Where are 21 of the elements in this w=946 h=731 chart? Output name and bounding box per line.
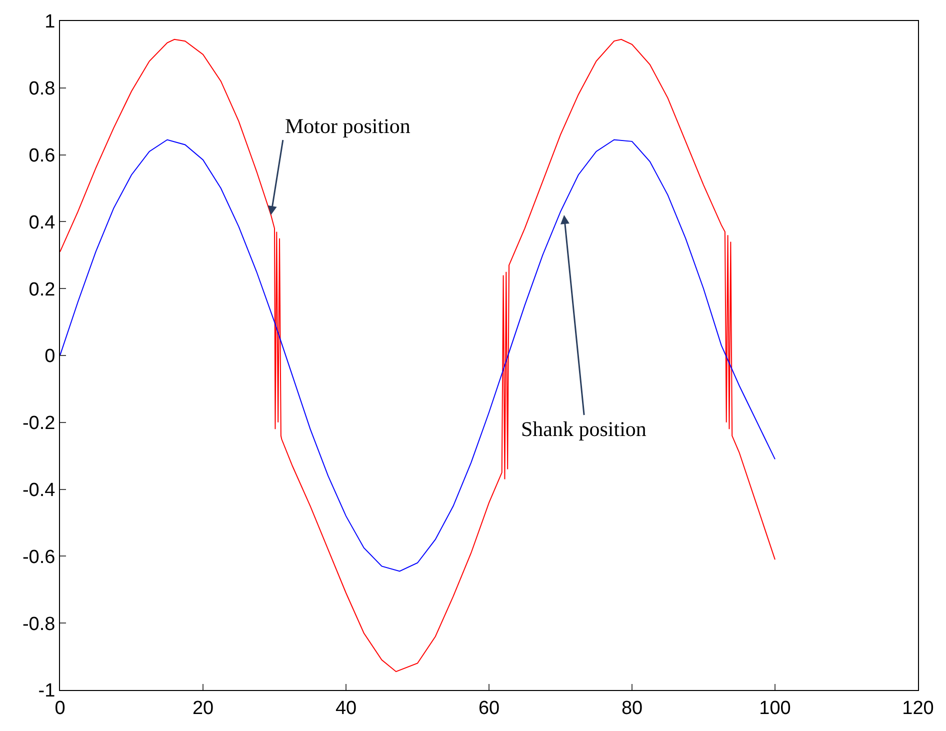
x-tick-label: 60 [478, 698, 500, 719]
x-tick-label: 40 [335, 698, 357, 719]
line-series [60, 139, 776, 572]
y-tick-label: -0.2 [22, 413, 56, 434]
x-tick-label: 100 [759, 698, 791, 719]
annotation: Motor position [285, 114, 411, 138]
annotation: Shank position [521, 417, 647, 441]
y-tick-label: 0.4 [28, 212, 56, 234]
y-tick-label: -0.6 [22, 546, 56, 568]
y-tick-label: -1 [38, 680, 56, 702]
y-tick-label: 0.6 [28, 145, 56, 166]
y-tick-label: 0 [44, 346, 56, 368]
x-tick-label: 20 [192, 698, 214, 719]
x-tick-label: 80 [621, 698, 643, 719]
y-tick-label: -0.8 [22, 614, 56, 635]
y-tick-label: 0.2 [28, 279, 56, 300]
y-tick-label: 1 [44, 12, 56, 33]
y-tick-label: 0.8 [28, 78, 56, 100]
line-series [60, 38, 776, 672]
x-tick-label: 120 [902, 698, 934, 719]
y-tick-label: -0.4 [22, 480, 56, 501]
